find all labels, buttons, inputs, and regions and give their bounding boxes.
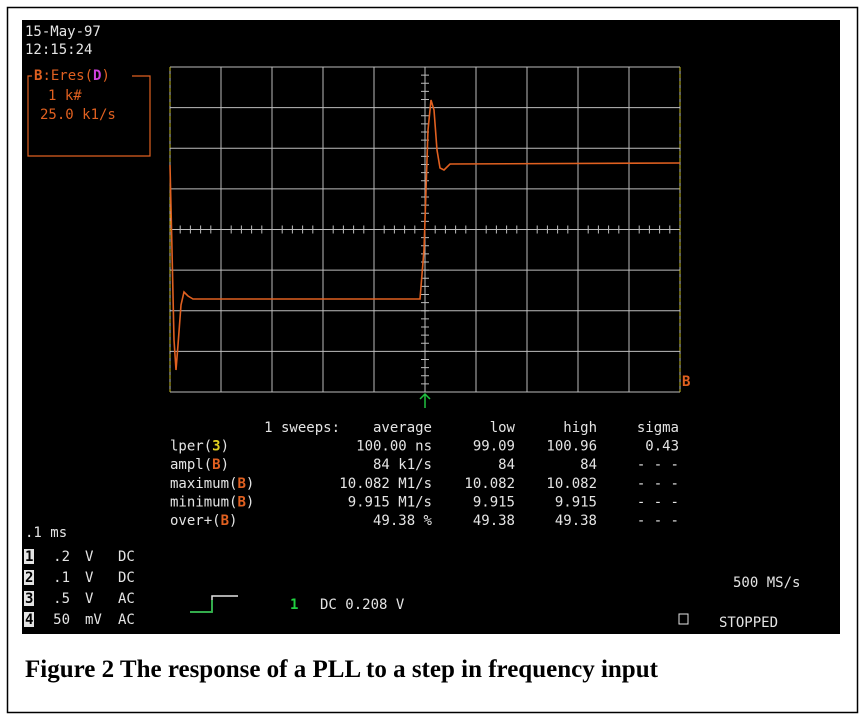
trigger-channel: 1 <box>290 597 298 613</box>
table-cell: 49.38 <box>555 513 597 529</box>
row-tag: B <box>221 513 229 529</box>
table-cell: - - - <box>637 476 679 492</box>
channel-coupling: AC <box>118 612 135 628</box>
row-name: minimum( <box>170 494 237 510</box>
row-label: lper(3) <box>170 439 229 455</box>
table-header: 1 sweeps: <box>264 420 340 436</box>
table-cell: 9.915 <box>473 494 515 510</box>
row-label: ampl(B) <box>170 457 229 473</box>
scope-screen <box>22 20 840 634</box>
trace-function: B:Eres(D) <box>34 68 110 84</box>
status: STOPPED <box>719 615 778 631</box>
trigger-slope-icon-low <box>190 600 213 613</box>
row-name: maximum( <box>170 476 237 492</box>
measurement-table: 1 sweeps: average low high sigma lper(3) 100.0… <box>170 420 679 529</box>
table-cell: - - - <box>637 494 679 510</box>
channel-badge <box>24 570 34 585</box>
channel-unit: V <box>85 591 94 607</box>
table-cell: 84 <box>580 457 597 473</box>
trace-rate: 25.0 k1/s <box>40 107 116 123</box>
channel-scale: .1 <box>53 570 70 586</box>
table-header: high <box>563 420 597 436</box>
status-box <box>678 613 689 625</box>
channel-scale: .5 <box>53 591 70 607</box>
channel-badge <box>24 612 34 627</box>
channel-number: 1 <box>25 549 33 565</box>
table-cell: 0.43 <box>645 439 679 455</box>
trace-box <box>27 75 151 157</box>
trace-close: ) <box>101 68 109 84</box>
table-cell: 49.38 % <box>373 513 433 529</box>
row-label: over+(B) <box>170 513 237 529</box>
channel-list: 1 .2 V DC 2 .1 V DC 3 .5 V AC 4 50 mV AC <box>24 549 135 628</box>
channel-coupling: AC <box>118 591 135 607</box>
table-cell: - - - <box>637 457 679 473</box>
table-cell: 49.38 <box>473 513 515 529</box>
table-cell: 99.09 <box>473 439 515 455</box>
channel-unit: mV <box>85 612 102 628</box>
trigger-arrow <box>419 392 431 408</box>
channel-badge <box>24 591 34 606</box>
row-end: ) <box>221 457 229 473</box>
table-cell: 9.915 <box>555 494 597 510</box>
table-cell: 84 <box>498 457 515 473</box>
table-header: low <box>490 420 516 436</box>
table-cell: - - - <box>637 513 679 529</box>
row-end: ) <box>246 476 254 492</box>
row-label: minimum(B) <box>170 494 254 510</box>
channel-badge <box>24 549 34 564</box>
trace-source: B <box>34 68 42 84</box>
row-end: ) <box>246 494 254 510</box>
channel-unit: V <box>85 549 94 565</box>
row-label: maximum(B) <box>170 476 254 492</box>
channel-scale: 50 <box>53 612 70 628</box>
row-end: ) <box>221 439 229 455</box>
table-cell: 100.96 <box>546 439 597 455</box>
table-cell: 10.082 <box>546 476 597 492</box>
sample-rate: 500 MS/s <box>733 575 800 591</box>
row-tag: B <box>237 476 245 492</box>
timebase: .1 ms <box>25 525 67 541</box>
table-cell: 84 k1/s <box>373 457 432 473</box>
row-name: ampl( <box>170 457 212 473</box>
row-end: ) <box>229 513 237 529</box>
channel-number: 4 <box>25 612 33 628</box>
channel-coupling: DC <box>118 570 135 586</box>
channel-number: 2 <box>25 570 33 586</box>
row-name: over+( <box>170 513 221 529</box>
channel-unit: V <box>85 570 94 586</box>
table-cell: 10.082 <box>464 476 515 492</box>
table-cell: 100.00 ns <box>356 439 432 455</box>
time: 12:15:24 <box>25 42 92 58</box>
trace-marker: B <box>682 374 690 390</box>
row-tag: 3 <box>212 439 220 455</box>
waveform-trace <box>169 99 681 371</box>
table-header: sigma <box>637 420 679 436</box>
trigger-level: DC 0.208 V <box>320 597 405 613</box>
row-tag: B <box>237 494 245 510</box>
row-name: lper( <box>170 439 212 455</box>
caption: Figure 2 The response of a PLL to a step… <box>25 656 659 683</box>
channel-coupling: DC <box>118 549 135 565</box>
channel-scale: .2 <box>53 549 70 565</box>
graticule <box>169 66 681 393</box>
trace-points: 1 k# <box>48 88 82 104</box>
table-cell: 10.082 M1/s <box>339 476 432 492</box>
row-tag: B <box>212 457 220 473</box>
channel-number: 3 <box>25 591 33 607</box>
trace-func: :Eres( <box>42 68 93 84</box>
date: 15-May-97 <box>25 24 101 40</box>
table-header: average <box>373 420 432 436</box>
trace-input: D <box>93 68 101 84</box>
table-cell: 9.915 M1/s <box>348 494 432 510</box>
